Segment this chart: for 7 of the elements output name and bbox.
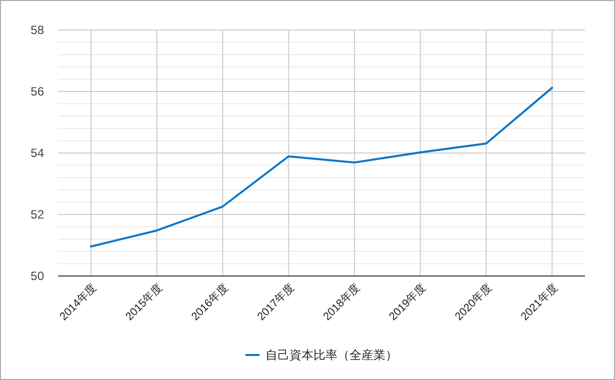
line-series	[90, 86, 554, 248]
y-tick-label: 50	[30, 269, 44, 283]
y-tick-label: 52	[30, 208, 44, 222]
y-tick-label: 58	[30, 23, 44, 37]
legend-label: 自己資本比率（全産業）	[266, 348, 398, 362]
y-tick-label: 56	[30, 84, 44, 98]
y-tick-label: 54	[30, 146, 44, 160]
